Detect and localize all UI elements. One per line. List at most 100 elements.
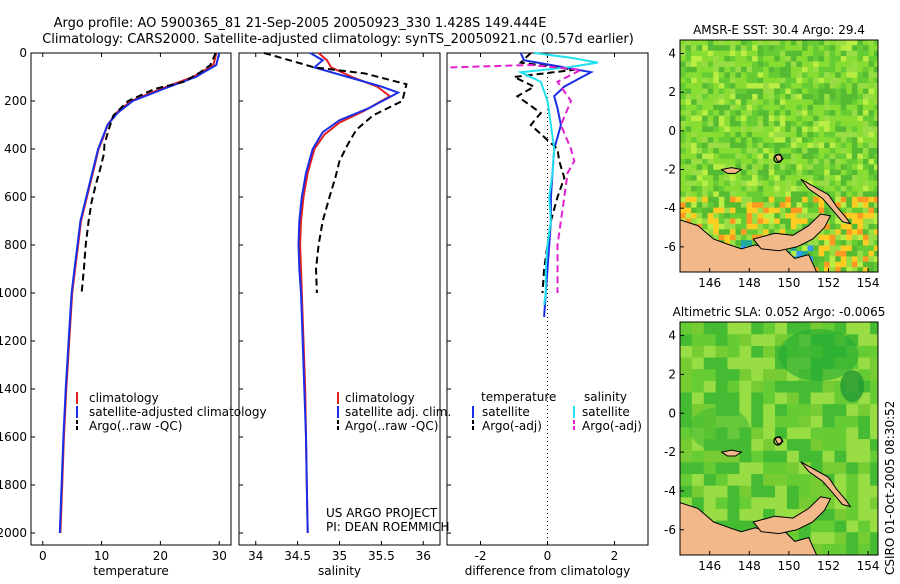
map-cell	[691, 50, 698, 57]
map-cell	[874, 60, 878, 67]
map-cell	[807, 40, 814, 46]
map-cell	[834, 473, 847, 486]
map-cell	[874, 98, 878, 105]
map-cell	[835, 152, 842, 159]
map-cell	[757, 147, 764, 154]
map-cell	[691, 185, 698, 192]
map-cell	[718, 217, 725, 224]
map-cell	[818, 234, 825, 241]
map-cell	[757, 93, 764, 100]
map-cell	[874, 104, 878, 111]
map-cell	[775, 496, 788, 509]
map-cell	[813, 234, 820, 241]
map-cell	[691, 93, 698, 100]
map-cell	[702, 115, 709, 122]
map-cell	[862, 196, 870, 203]
map-cell	[763, 93, 770, 100]
map-cell	[740, 136, 748, 143]
map-cell	[829, 174, 836, 181]
map-cell	[702, 152, 709, 159]
map-cell	[801, 212, 809, 219]
map-cell	[746, 207, 753, 214]
map-cell	[807, 104, 814, 111]
map-cell	[824, 223, 831, 230]
map-cell	[846, 450, 859, 463]
map-cell	[835, 142, 842, 149]
map-cell	[790, 207, 798, 214]
map-cell	[857, 66, 864, 73]
map-cell	[680, 77, 687, 84]
map-cell	[829, 163, 836, 170]
map-cell	[870, 520, 878, 533]
map-cell	[691, 66, 698, 73]
map-cell	[857, 228, 864, 235]
map-cell	[798, 415, 812, 428]
map-cell	[862, 60, 870, 67]
map-cell	[857, 212, 864, 219]
legend-label-argo: Argo(..raw -QC)	[89, 419, 182, 433]
map-cell	[829, 131, 836, 138]
map-cell	[702, 158, 709, 165]
map-cell	[729, 201, 737, 208]
map-cell	[774, 217, 781, 224]
argo-float-marker	[773, 153, 783, 164]
map-cell	[840, 244, 847, 251]
map-cell	[718, 142, 725, 149]
map-cell	[685, 77, 692, 84]
map-cell	[746, 212, 753, 219]
map-cell	[790, 50, 798, 57]
map-cell	[834, 508, 847, 521]
map-cell	[807, 190, 814, 197]
map-cell	[846, 87, 853, 94]
map-cell	[785, 190, 792, 197]
map-cell	[796, 223, 803, 230]
map-cell	[713, 201, 720, 208]
map-cell	[807, 152, 814, 159]
map-cell	[874, 239, 878, 246]
map-cell	[696, 55, 703, 62]
map-cell	[824, 109, 831, 116]
map-cell	[801, 82, 809, 89]
map-cell	[680, 391, 693, 405]
map-cell	[818, 87, 825, 94]
map-cell	[702, 120, 709, 127]
map-cell	[752, 125, 759, 132]
map-cell	[822, 391, 836, 405]
map-cell	[813, 179, 820, 186]
map-cell	[740, 55, 748, 62]
map-cell	[763, 356, 776, 370]
map-cell	[801, 104, 809, 111]
map-cell	[785, 60, 792, 67]
map-cell	[796, 147, 803, 154]
y-tick-label: -6	[664, 523, 676, 537]
map-cell	[813, 255, 820, 262]
map-cell	[763, 426, 776, 440]
map-cell	[868, 163, 875, 170]
map-cell	[779, 93, 786, 100]
map-cell	[796, 60, 803, 67]
map-cell	[851, 207, 859, 214]
map-cell	[751, 461, 764, 475]
map-cell	[739, 473, 752, 486]
map-cell	[807, 201, 814, 208]
map-cell	[718, 115, 725, 122]
map-cell	[685, 169, 692, 176]
map-cell	[779, 179, 786, 186]
map-cell	[774, 201, 781, 208]
map-cell	[752, 196, 759, 203]
map-cell	[846, 543, 859, 555]
map-cell	[685, 212, 692, 219]
map-cell	[763, 147, 770, 154]
map-cell	[768, 120, 775, 127]
map-cell	[768, 158, 775, 165]
map-cell	[740, 131, 748, 138]
map-cell	[829, 239, 836, 246]
map-cell	[702, 147, 709, 154]
map-cell	[768, 196, 775, 203]
map-cell	[846, 207, 853, 214]
map-cell	[829, 158, 836, 165]
map-cell	[857, 190, 864, 197]
y-tick-label: 2	[668, 85, 676, 99]
map-cell	[857, 109, 864, 116]
timestamp-stamp: CSIRO 01-Oct-2005 08:30:52	[883, 401, 897, 575]
